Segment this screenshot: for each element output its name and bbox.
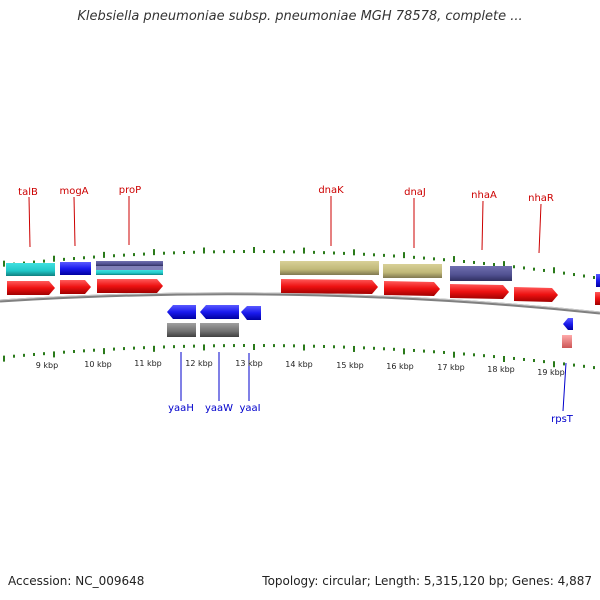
gene-arrow-yaaI[interactable]: [241, 306, 261, 320]
accession-value: NC_009648: [75, 574, 145, 588]
gene-arrow-yaaH[interactable]: [167, 305, 196, 319]
label-leader-nhaA: [481, 200, 484, 251]
length-label: Length:: [374, 574, 421, 588]
gene-label-mogA[interactable]: mogA: [59, 186, 88, 197]
gene-label-dnaK[interactable]: dnaK: [318, 185, 344, 196]
gene-arrow-mogA[interactable]: [60, 280, 91, 294]
genome-backbone: [0, 292, 600, 315]
genes-label: Genes:: [511, 574, 554, 588]
map-title: Klebsiella pneumoniae subsp. pneumoniae …: [77, 9, 523, 24]
gene-label-nhaR[interactable]: nhaR: [528, 193, 554, 204]
gene-label-yaaI[interactable]: yaaI: [239, 403, 260, 414]
feature-yaaH[interactable]: [167, 323, 196, 337]
gene-arrow-dnaJ[interactable]: [384, 281, 440, 296]
label-leader-nhaR: [538, 203, 542, 254]
lower-gene-labels: yaaH yaaW yaaI rpsT: [168, 352, 574, 425]
upper-gene-labels: talB mogA proP dnaK dnaJ nhaA nhaR: [18, 185, 554, 254]
feature-proP-c[interactable]: [96, 270, 163, 275]
scale-label: 13 kbp: [235, 359, 263, 368]
gene-label-dnaJ[interactable]: dnaJ: [404, 187, 426, 198]
length-value: 5,315,120 bp: [423, 574, 504, 588]
label-leader-mogA: [73, 196, 76, 247]
gene-label-rpsT[interactable]: rpsT: [551, 414, 574, 425]
scale-label: 18 kbp: [487, 365, 515, 374]
lower-tick-ruler: [3, 344, 595, 370]
gene-label-proP[interactable]: proP: [119, 185, 141, 196]
topology-value: circular: [322, 574, 367, 588]
feature-rpsT[interactable]: [562, 335, 572, 348]
topology-label: Topology:: [262, 574, 319, 588]
feature-talB[interactable]: [6, 263, 55, 276]
scale-label: 12 kbp: [185, 359, 213, 368]
scale-label: 19 kbp: [537, 368, 565, 377]
gene-arrow-nhaA[interactable]: [450, 284, 509, 299]
feature-nhaA[interactable]: [450, 266, 512, 281]
gene-label-yaaH[interactable]: yaaH: [168, 403, 194, 414]
forward-feature-track: [6, 261, 600, 287]
upper-tick-ruler: [3, 247, 595, 279]
gene-arrow-nhaR[interactable]: [514, 287, 558, 302]
scale-label: 16 kbp: [386, 362, 414, 371]
feature-yaaW[interactable]: [200, 323, 239, 337]
gene-arrow-dnaK[interactable]: [281, 279, 378, 294]
accession-info: Accession: NC_009648: [8, 574, 144, 588]
gene-arrow-rpsT[interactable]: [563, 318, 573, 330]
genes-value: 4,887: [557, 574, 592, 588]
scale-label: 11 kbp: [134, 359, 162, 368]
label-leader-rpsT: [562, 362, 567, 412]
gene-arrow-yaaW[interactable]: [200, 305, 239, 319]
gene-label-nhaA[interactable]: nhaA: [471, 190, 497, 201]
scale-label: 10 kbp: [84, 360, 112, 369]
feature-dnaK[interactable]: [280, 261, 379, 275]
accession-label: Accession:: [8, 574, 72, 588]
scale-label: 15 kbp: [336, 361, 364, 370]
feature-proP-a[interactable]: [96, 261, 163, 266]
scale-label: 14 kbp: [285, 360, 313, 369]
gene-label-talB[interactable]: talB: [18, 187, 38, 198]
scale-labels: 9 kbp 10 kbp 11 kbp 12 kbp 13 kbp 14 kbp…: [36, 359, 565, 377]
genome-backbone-highlight: [0, 292, 600, 313]
reverse-cds-track: [167, 305, 573, 330]
genome-stats: Topology: circular; Length: 5,315,120 bp…: [262, 574, 592, 588]
gene-label-yaaW[interactable]: yaaW: [205, 403, 233, 414]
gene-arrow-talB[interactable]: [7, 281, 55, 295]
feature-proP-b[interactable]: [96, 266, 163, 270]
feature-mogA[interactable]: [60, 262, 91, 275]
gene-arrow-offscreen-right[interactable]: [595, 292, 600, 305]
scale-label: 17 kbp: [437, 363, 465, 372]
feature-offscreen-right[interactable]: [596, 274, 600, 287]
gene-arrow-proP[interactable]: [97, 279, 163, 293]
feature-dnaJ[interactable]: [383, 264, 442, 278]
forward-cds-track: [7, 279, 600, 305]
reverse-feature-track: [167, 323, 572, 348]
label-leader-talB: [28, 196, 31, 248]
scale-label: 9 kbp: [36, 361, 58, 370]
